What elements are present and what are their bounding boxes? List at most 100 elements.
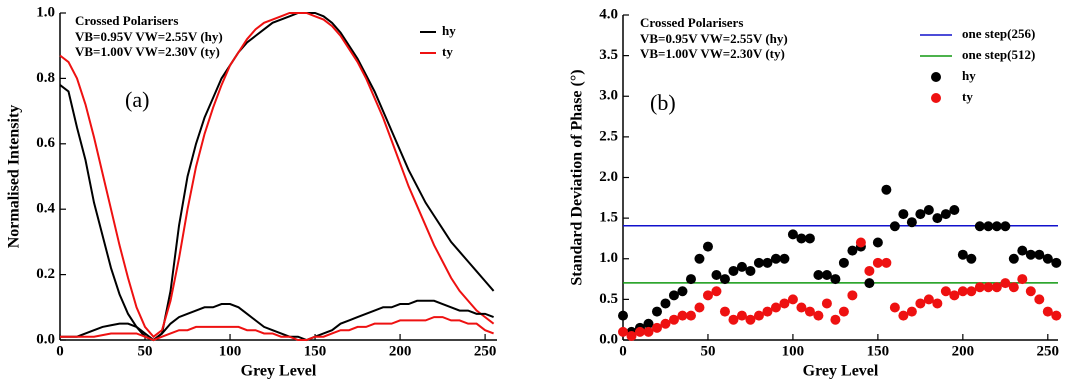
scatter-point — [702, 241, 713, 252]
legend-label: ty — [962, 89, 973, 104]
scatter-point — [949, 205, 960, 215]
scatter-point — [745, 265, 756, 276]
y-tick-label: 0.0 — [599, 331, 618, 347]
scatter-point — [889, 302, 900, 313]
scatter-point — [991, 221, 1002, 232]
y-tick-label: 0.0 — [36, 331, 55, 347]
scatter-point — [1051, 310, 1062, 321]
scatter-point — [779, 253, 790, 264]
scatter-point — [957, 286, 968, 297]
scatter-point — [966, 286, 977, 297]
scatter-point — [770, 253, 781, 264]
scatter-point — [651, 322, 662, 333]
scatter-point — [1042, 253, 1053, 264]
scatter-point — [872, 237, 883, 248]
series-line — [59, 12, 495, 342]
y-tick-label: 1.0 — [599, 250, 618, 266]
scatter-point — [906, 306, 917, 317]
scatter-point — [770, 302, 781, 313]
annotation: VB=1.00V VW=2.30V (ty) — [640, 46, 785, 61]
scatter-point — [694, 302, 705, 313]
scatter-point — [685, 274, 696, 285]
x-tick-label: 50 — [700, 343, 715, 359]
scatter-point — [736, 261, 747, 272]
scatter-point — [838, 257, 849, 268]
y-tick-label: 0.4 — [36, 201, 55, 217]
scatter-point — [618, 326, 628, 337]
scatter-point — [1034, 249, 1045, 260]
y-tick-label: 0.6 — [36, 135, 55, 151]
scatter-point — [1000, 278, 1011, 289]
scatter-point — [796, 302, 807, 313]
scatter-point — [677, 310, 688, 321]
x-tick-label: 200 — [389, 343, 412, 359]
scatter-point — [702, 290, 713, 301]
scatter-point — [974, 282, 985, 293]
scatter-point — [711, 286, 722, 297]
scatter-point — [668, 290, 679, 301]
y-tick-label: 0.2 — [36, 266, 55, 282]
scatter-point — [906, 217, 917, 228]
scatter-point — [940, 209, 951, 220]
scatter-point — [898, 310, 909, 321]
y-tick-label: 3.5 — [599, 47, 618, 63]
scatter-point — [813, 270, 824, 280]
annotation: Crossed Polarisers — [640, 15, 743, 30]
annotation: VB=1.00V VW=2.30V (ty) — [75, 44, 220, 59]
scatter-point — [830, 314, 841, 325]
scatter-point — [1025, 249, 1036, 260]
y-tick-label: 4.0 — [599, 6, 618, 22]
scatter-point — [1017, 274, 1028, 285]
y-tick-label: 1.5 — [599, 210, 618, 226]
scatter-point — [864, 265, 875, 276]
scatter-point — [1008, 282, 1019, 293]
scatter-point — [949, 290, 960, 301]
annotation: Crossed Polarisers — [75, 13, 178, 28]
scatter-point — [932, 298, 943, 309]
scatter-point — [643, 326, 654, 337]
scatter-point — [762, 257, 773, 268]
x-tick-label: 150 — [304, 343, 327, 359]
scatter-point — [677, 286, 688, 297]
x-tick-label: 250 — [1037, 343, 1060, 359]
scatter-point — [651, 306, 662, 317]
x-tick-label: 50 — [138, 343, 153, 359]
scatter-point — [847, 290, 858, 301]
scatter-point — [762, 306, 773, 317]
x-tick-label: 100 — [219, 343, 242, 359]
legend-label: one step(256) — [962, 26, 1035, 41]
scatter-point — [898, 209, 909, 220]
y-tick-label: 0.8 — [36, 70, 55, 86]
scatter-point — [872, 257, 883, 268]
scatter-point — [728, 265, 739, 276]
scatter-point — [813, 310, 824, 321]
scatter-point — [796, 233, 807, 244]
legend-swatch — [931, 93, 941, 103]
x-tick-label: 0 — [56, 343, 64, 359]
annotation: VB=0.95V VW=2.55V (hy) — [640, 31, 788, 46]
scatter-point — [618, 310, 628, 321]
scatter-point — [830, 274, 841, 285]
scatter-point — [991, 282, 1002, 293]
scatter-point — [915, 209, 926, 220]
scatter-point — [1000, 221, 1011, 232]
scatter-point — [932, 213, 943, 224]
scatter-point — [957, 249, 968, 260]
scatter-point — [974, 221, 985, 232]
scatter-point — [838, 306, 849, 317]
scatter-point — [847, 245, 858, 256]
scatter-point — [660, 318, 671, 329]
scatter-point — [685, 310, 696, 321]
series-line — [60, 316, 494, 342]
scatter-point — [787, 294, 798, 305]
x-tick-label: 150 — [867, 343, 890, 359]
y-tick-label: 3.0 — [599, 88, 618, 104]
series-line — [60, 299, 494, 342]
x-axis-label: Grey Level — [803, 363, 879, 380]
scatter-point — [881, 257, 892, 268]
x-tick-label: 0 — [619, 343, 627, 359]
scatter-point — [728, 314, 739, 325]
scatter-point — [736, 310, 747, 321]
scatter-point — [1017, 245, 1028, 256]
